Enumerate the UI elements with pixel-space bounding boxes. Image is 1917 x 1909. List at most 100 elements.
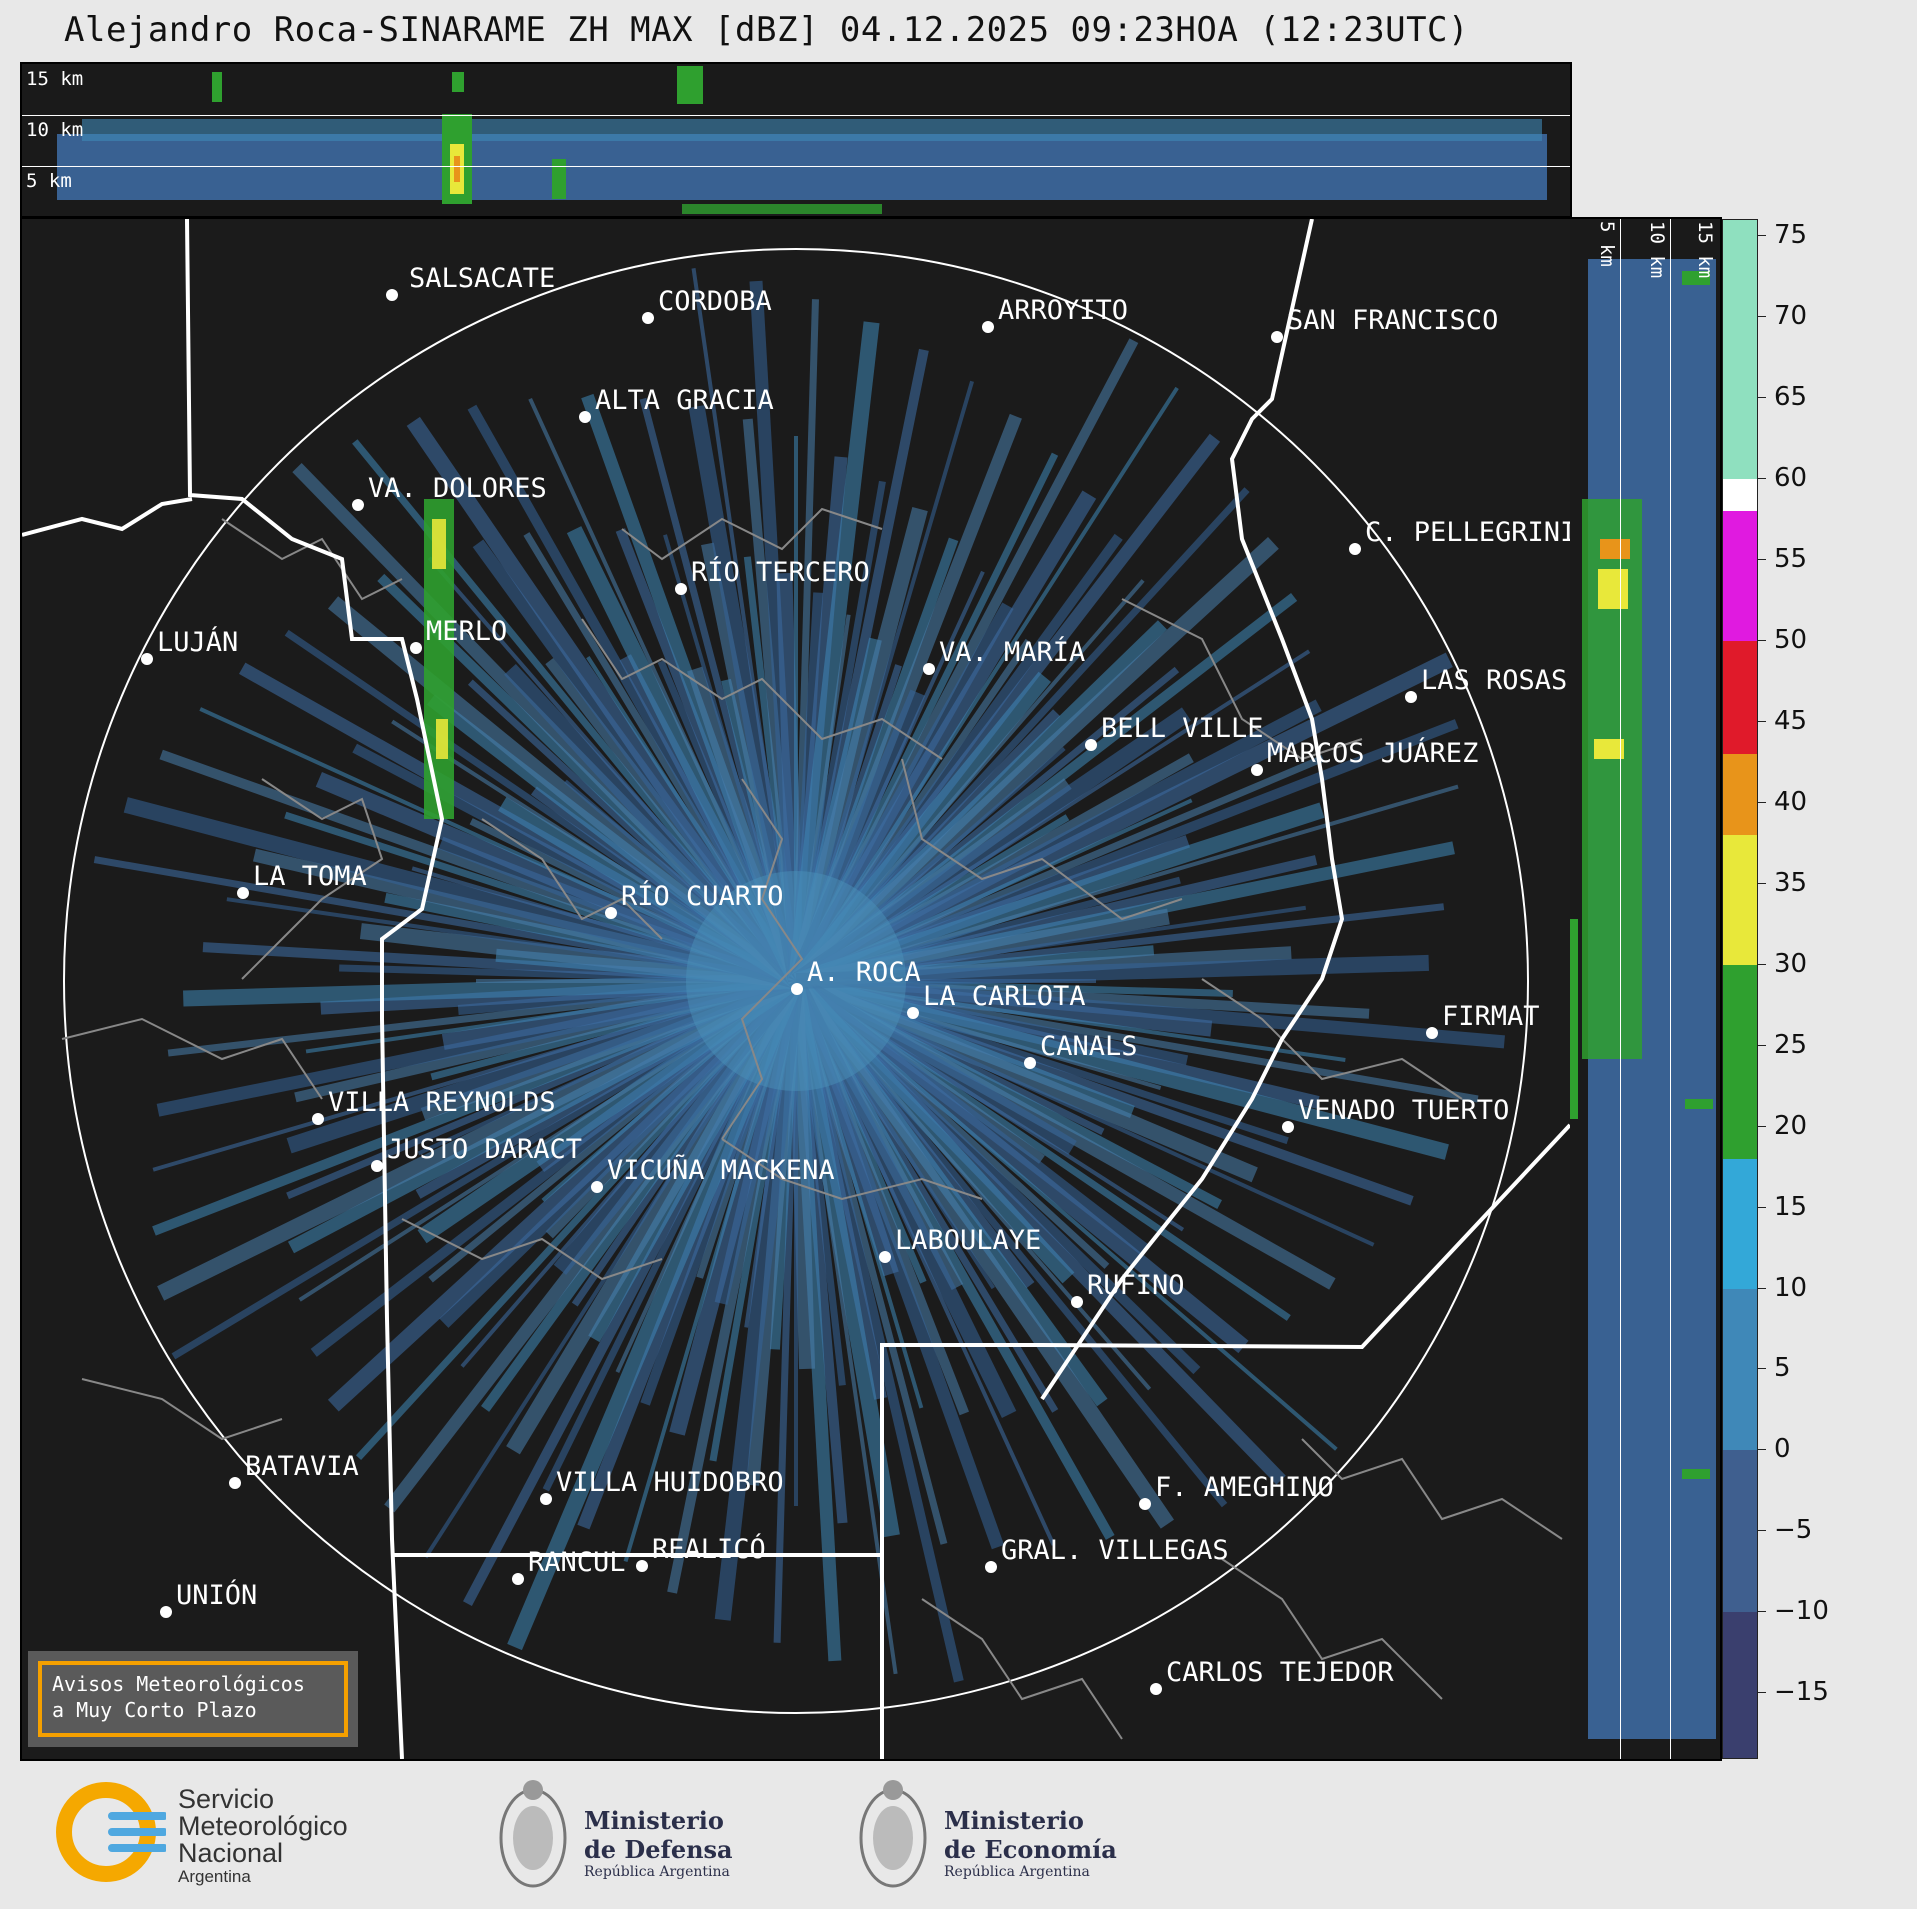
city-marker-icon: [791, 983, 803, 995]
colorbar-tick-label: 55: [1774, 543, 1808, 574]
city-marker-icon: [923, 663, 935, 675]
colorbar-segment: [1723, 1288, 1757, 1451]
map-title: Alejandro Roca-SINARAME ZH MAX [dBZ] 04.…: [64, 10, 1469, 50]
city-label: ALTA GRACIA: [595, 385, 774, 416]
right-5km-line: [1620, 219, 1621, 1759]
city-label: C. PELLEGRINI: [1365, 517, 1572, 548]
city-marker-icon: [1282, 1121, 1294, 1133]
city-marker-icon: [512, 1573, 524, 1585]
city-marker-icon: [982, 321, 994, 333]
colorbar-tick-label: 50: [1774, 624, 1808, 655]
city-marker-icon: [675, 583, 687, 595]
city-marker-icon: [237, 887, 249, 899]
colorbar-segment: [1723, 220, 1757, 480]
colorbar-tick: [1758, 316, 1766, 318]
city-label: F. AMEGHINO: [1155, 1472, 1334, 1503]
colorbar-tick: [1758, 720, 1766, 722]
colorbar-segment: [1723, 964, 1757, 1159]
city-marker-icon: [386, 289, 398, 301]
department-boundaries: [61, 507, 1563, 1740]
warning-box[interactable]: Avisos Meteorológicos a Muy Corto Plazo: [28, 1651, 358, 1747]
colorbar-segment: [1723, 511, 1757, 641]
defensa-line-3: República Argentina: [584, 1864, 730, 1880]
smn-line-1: Servicio: [178, 1784, 275, 1814]
city-marker-icon: [410, 642, 422, 654]
radar-ray: [788, 321, 880, 982]
colorbar-tick: [1758, 882, 1766, 884]
city-marker-icon: [591, 1181, 603, 1193]
city-label: RÍO CUARTO: [621, 881, 784, 912]
city-marker-icon: [642, 312, 654, 324]
colorbar-tick: [1758, 397, 1766, 399]
city-label: GRAL. VILLEGAS: [1001, 1535, 1229, 1566]
city-label: LA TOMA: [253, 861, 367, 892]
top-10km-line: [22, 115, 1570, 116]
colorbar-tick: [1758, 1125, 1766, 1127]
radar-ray: [792, 652, 1453, 989]
radar-ray: [123, 797, 799, 989]
city-marker-icon: [1349, 543, 1361, 555]
smn-line-3: Nacional: [178, 1838, 284, 1868]
colorbar-tick: [1758, 1044, 1766, 1046]
city-marker-icon: [1150, 1683, 1162, 1695]
radar-map-layers: [22, 219, 1570, 1759]
colorbar-tick: [1758, 963, 1766, 965]
right-5km-label: 5 km: [1596, 221, 1618, 267]
city-label: LAS ROSAS: [1421, 665, 1568, 696]
economia-line-1: Ministerio: [944, 1806, 1084, 1835]
radar-map[interactable]: SALSACATE CORDOBA ARROYITO SAN FRANCISCO ALT…: [20, 217, 1572, 1761]
city-marker-icon: [1071, 1296, 1083, 1308]
colorbar-tick-label: −5: [1774, 1515, 1813, 1546]
right-10km-label: 10 km: [1646, 221, 1668, 279]
smn-logo: [56, 1782, 168, 1882]
top-10km-label: 10 km: [26, 119, 84, 141]
radar-ray: [507, 977, 804, 1651]
right-10km-line: [1670, 219, 1671, 1759]
city-marker-icon: [371, 1160, 383, 1172]
colorbar-tick-label: 0: [1774, 1434, 1791, 1465]
warning-line-2: a Muy Corto Plazo: [52, 1698, 257, 1722]
city-label: CORDOBA: [658, 286, 772, 317]
top-cross-section: 15 km 10 km 5 km: [20, 62, 1572, 218]
smn-line-2: Meteorológico: [178, 1811, 348, 1841]
colorbar-tick: [1758, 1368, 1766, 1370]
right-cross-section: 5 km 10 km 15 km: [1570, 217, 1722, 1761]
colorbar-tick-label: 20: [1774, 1110, 1808, 1141]
city-label: MERLO: [426, 616, 508, 647]
colorbar-tick: [1758, 1449, 1766, 1451]
radar-ray: [406, 416, 803, 986]
city-marker-icon: [1271, 331, 1283, 343]
city-label: VA. MARÍA: [939, 637, 1086, 668]
colorbar-tick-label: 15: [1774, 1191, 1808, 1222]
city-marker-icon: [636, 1560, 648, 1572]
city-label: ARROYITO: [998, 295, 1129, 326]
city-label: FIRMAT: [1442, 1001, 1540, 1032]
city-marker-icon: [879, 1251, 891, 1263]
colorbar-tick-label: 40: [1774, 786, 1808, 817]
city-label: LABOULAYE: [895, 1225, 1042, 1256]
city-marker-icon: [352, 499, 364, 511]
city-marker-icon: [579, 411, 591, 423]
colorbar-tick-label: 65: [1774, 382, 1808, 413]
top-cross-section-echoes: [57, 66, 1547, 214]
city-marker-icon: [160, 1606, 172, 1618]
city-label: JUSTO DARACT: [387, 1134, 583, 1165]
radar-ray: [793, 973, 1449, 1160]
colorbar-tick: [1758, 1692, 1766, 1694]
colorbar-segment: [1723, 1158, 1757, 1289]
city-label: LA CARLOTA: [923, 981, 1086, 1012]
warning-box-frame: Avisos Meteorológicos a Muy Corto Plazo: [38, 1661, 348, 1737]
city-label: RÍO TERCERO: [691, 557, 870, 588]
city-label: BELL VILLE: [1101, 713, 1264, 744]
range-ring: [63, 248, 1529, 1714]
colorbar-tick-label: 60: [1774, 463, 1808, 494]
city-marker-icon: [1024, 1057, 1036, 1069]
colorbar-segment: [1723, 754, 1757, 836]
smn-line-4: Argentina: [178, 1867, 251, 1886]
defensa-line-1: Ministerio: [584, 1806, 724, 1835]
economia-shield-icon: [854, 1776, 932, 1902]
smn-logo-icon: [56, 1782, 168, 1882]
colorbar-tick-label: 45: [1774, 705, 1808, 736]
city-label: MARCOS JUÁREZ: [1267, 738, 1479, 769]
city-marker-icon: [1085, 739, 1097, 751]
